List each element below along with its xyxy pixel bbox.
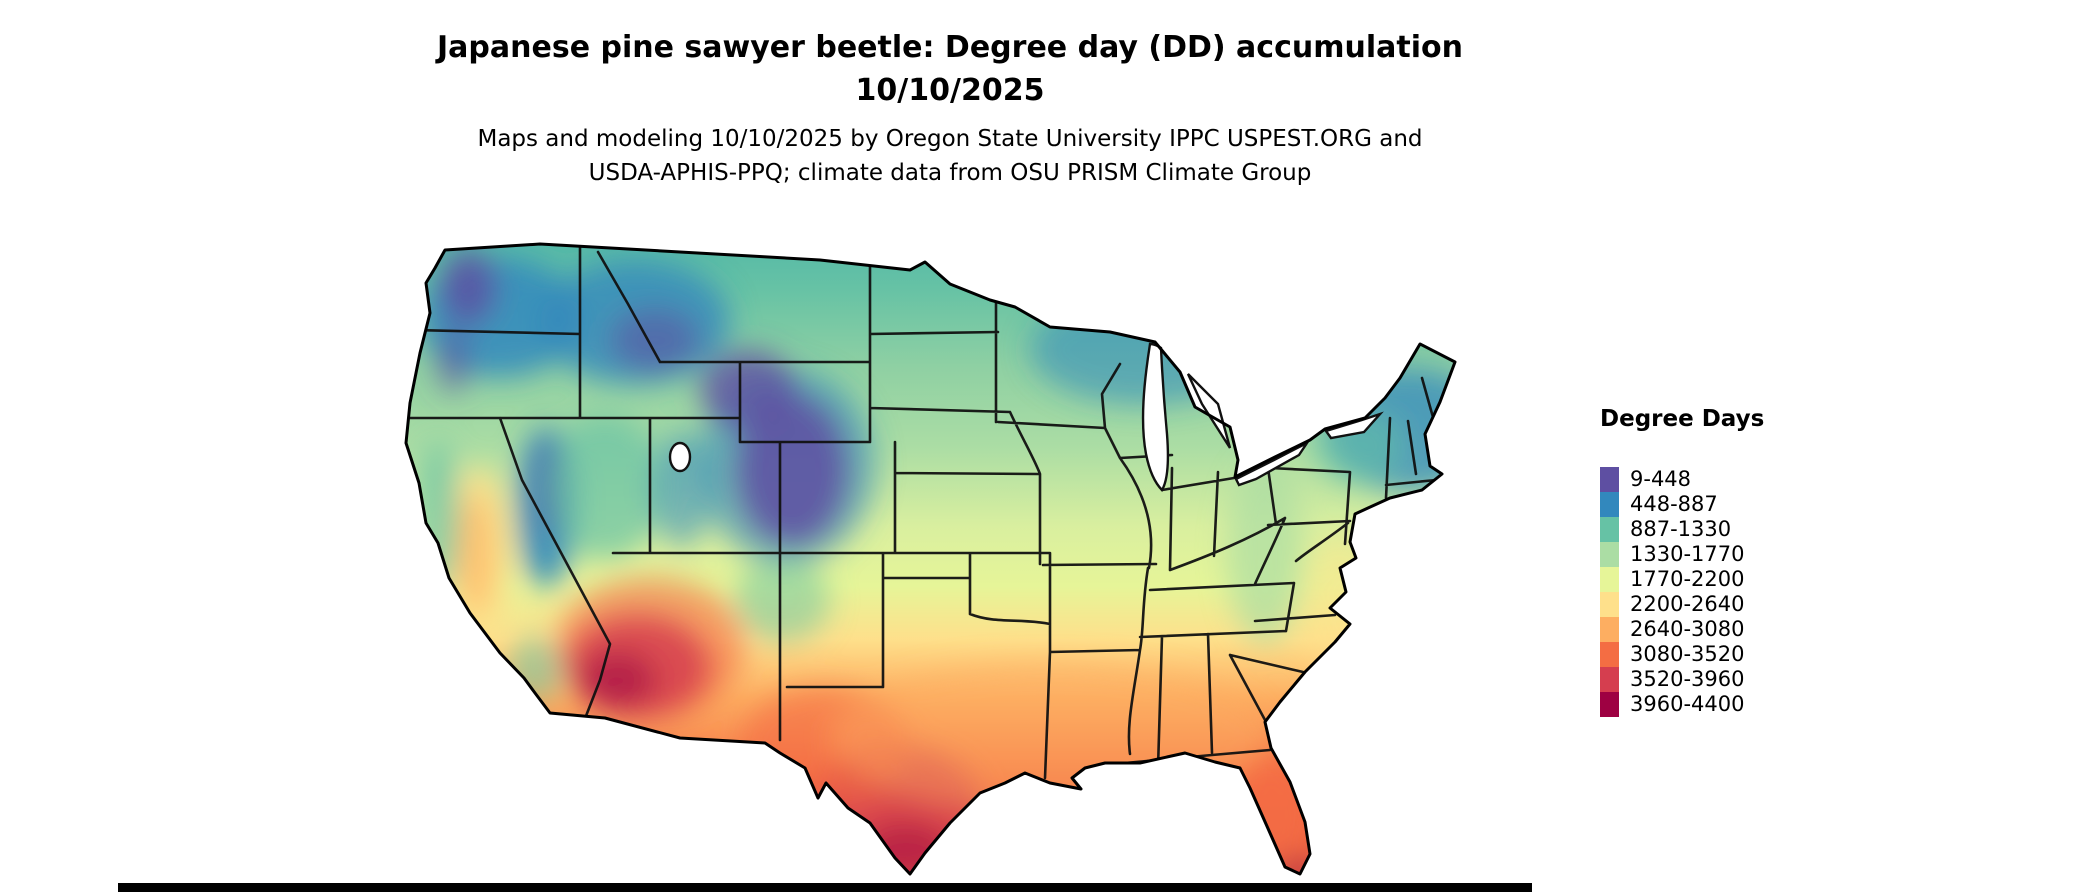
legend-entries: 9-448 448-887 887-1330 1330-1770 1770-22… xyxy=(1600,442,1764,717)
map-figure xyxy=(350,222,1530,884)
legend-entry: 448-887 xyxy=(1600,492,1764,517)
legend: Degree Days 9-448 448-887 887-1330 1330-… xyxy=(1600,406,1764,717)
legend-swatch xyxy=(1600,592,1619,617)
lake-huron xyxy=(1186,373,1232,449)
legend-label: 3080-3520 xyxy=(1630,642,1745,666)
legend-swatch xyxy=(1600,642,1619,667)
title-line-2: 10/10/2025 xyxy=(855,73,1045,108)
legend-swatch xyxy=(1600,492,1619,517)
legend-swatch xyxy=(1600,567,1619,592)
legend-swatch xyxy=(1600,617,1619,642)
legend-swatch xyxy=(1600,542,1619,567)
legend-swatch xyxy=(1600,692,1619,717)
legend-label: 9-448 xyxy=(1630,467,1692,491)
legend-label: 448-887 xyxy=(1630,492,1718,516)
legend-entry: 887-1330 xyxy=(1600,517,1764,542)
subtitle-line-2: USDA-APHIS-PPQ; climate data from OSU PR… xyxy=(588,160,1312,186)
legend-title: Degree Days xyxy=(1600,406,1765,432)
page-title: Japanese pine sawyer beetle: Degree day … xyxy=(250,26,1650,112)
legend-label: 887-1330 xyxy=(1630,517,1732,541)
legend-entry: 2640-3080 xyxy=(1600,617,1764,642)
legend-entry: 3960-4400 xyxy=(1600,692,1764,717)
legend-swatch xyxy=(1600,667,1619,692)
legend-swatch xyxy=(1600,467,1619,492)
legend-swatch xyxy=(1600,442,1619,467)
great-lakes xyxy=(668,342,1384,492)
lake-erie xyxy=(1234,439,1311,487)
legend-label: 3960-4400 xyxy=(1630,692,1745,716)
legend-entry: 3080-3520 xyxy=(1600,642,1764,667)
legend-entry: 3520-3960 xyxy=(1600,667,1764,692)
title-line-1: Japanese pine sawyer beetle: Degree day … xyxy=(437,30,1463,65)
legend-entry: 1330-1770 xyxy=(1600,542,1764,567)
legend-entry: 2200-2640 xyxy=(1600,592,1764,617)
legend-label: 1770-2200 xyxy=(1630,567,1745,591)
great-salt-lake xyxy=(668,441,692,473)
legend-label: 1330-1770 xyxy=(1630,542,1745,566)
bottom-border-bar xyxy=(118,883,1532,892)
legend-swatch xyxy=(1600,517,1619,542)
legend-entry: 1770-2200 xyxy=(1600,567,1764,592)
subtitle-line-1: Maps and modeling 10/10/2025 by Oregon S… xyxy=(477,126,1423,152)
legend-entry: 9-448 xyxy=(1600,467,1764,492)
page-subtitle: Maps and modeling 10/10/2025 by Oregon S… xyxy=(250,122,1650,190)
legend-label: 2640-3080 xyxy=(1630,617,1745,641)
legend-entry xyxy=(1600,442,1764,467)
legend-label: 3520-3960 xyxy=(1630,667,1745,691)
legend-label: 2200-2640 xyxy=(1630,592,1745,616)
us-degree-day-map xyxy=(404,242,1457,876)
